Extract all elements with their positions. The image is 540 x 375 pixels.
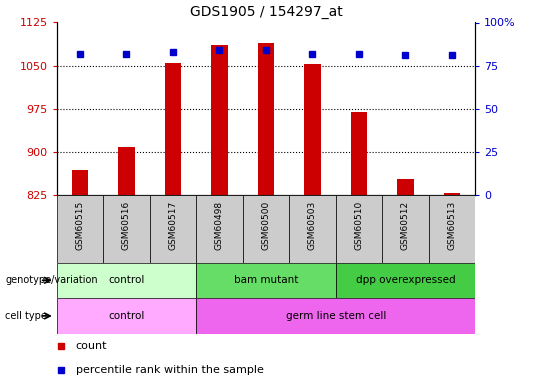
Bar — [165, 63, 181, 195]
Bar — [196, 262, 336, 298]
Text: control: control — [108, 275, 145, 285]
Text: germ line stem cell: germ line stem cell — [286, 311, 386, 321]
Text: genotype/variation: genotype/variation — [5, 275, 98, 285]
Text: GSM60513: GSM60513 — [448, 200, 456, 250]
Text: GSM60517: GSM60517 — [168, 200, 178, 250]
Bar — [305, 64, 321, 195]
Bar — [429, 195, 475, 262]
Bar — [57, 298, 196, 334]
Title: GDS1905 / 154297_at: GDS1905 / 154297_at — [190, 5, 342, 19]
Text: dpp overexpressed: dpp overexpressed — [356, 275, 455, 285]
Bar — [118, 147, 134, 195]
Text: GSM60516: GSM60516 — [122, 200, 131, 250]
Bar — [211, 45, 227, 195]
Text: control: control — [108, 311, 145, 321]
Bar — [336, 195, 382, 262]
Bar — [382, 195, 429, 262]
Bar — [196, 298, 475, 334]
Text: GSM60512: GSM60512 — [401, 200, 410, 249]
Text: cell type: cell type — [5, 311, 48, 321]
Text: percentile rank within the sample: percentile rank within the sample — [76, 365, 264, 375]
Bar — [336, 262, 475, 298]
Text: GSM60510: GSM60510 — [354, 200, 363, 250]
Bar — [242, 195, 289, 262]
Text: GSM60503: GSM60503 — [308, 200, 317, 250]
Bar — [57, 195, 103, 262]
Text: GSM60500: GSM60500 — [261, 200, 271, 250]
Bar — [150, 195, 196, 262]
Bar — [444, 193, 460, 195]
Bar — [351, 112, 367, 195]
Bar — [57, 262, 196, 298]
Text: bam mutant: bam mutant — [234, 275, 298, 285]
Bar — [72, 170, 88, 195]
Text: GSM60498: GSM60498 — [215, 200, 224, 249]
Bar — [289, 195, 336, 262]
Bar — [196, 195, 242, 262]
Text: count: count — [76, 341, 107, 351]
Bar — [258, 43, 274, 195]
Bar — [397, 180, 414, 195]
Bar — [103, 195, 150, 262]
Text: GSM60515: GSM60515 — [76, 200, 84, 250]
